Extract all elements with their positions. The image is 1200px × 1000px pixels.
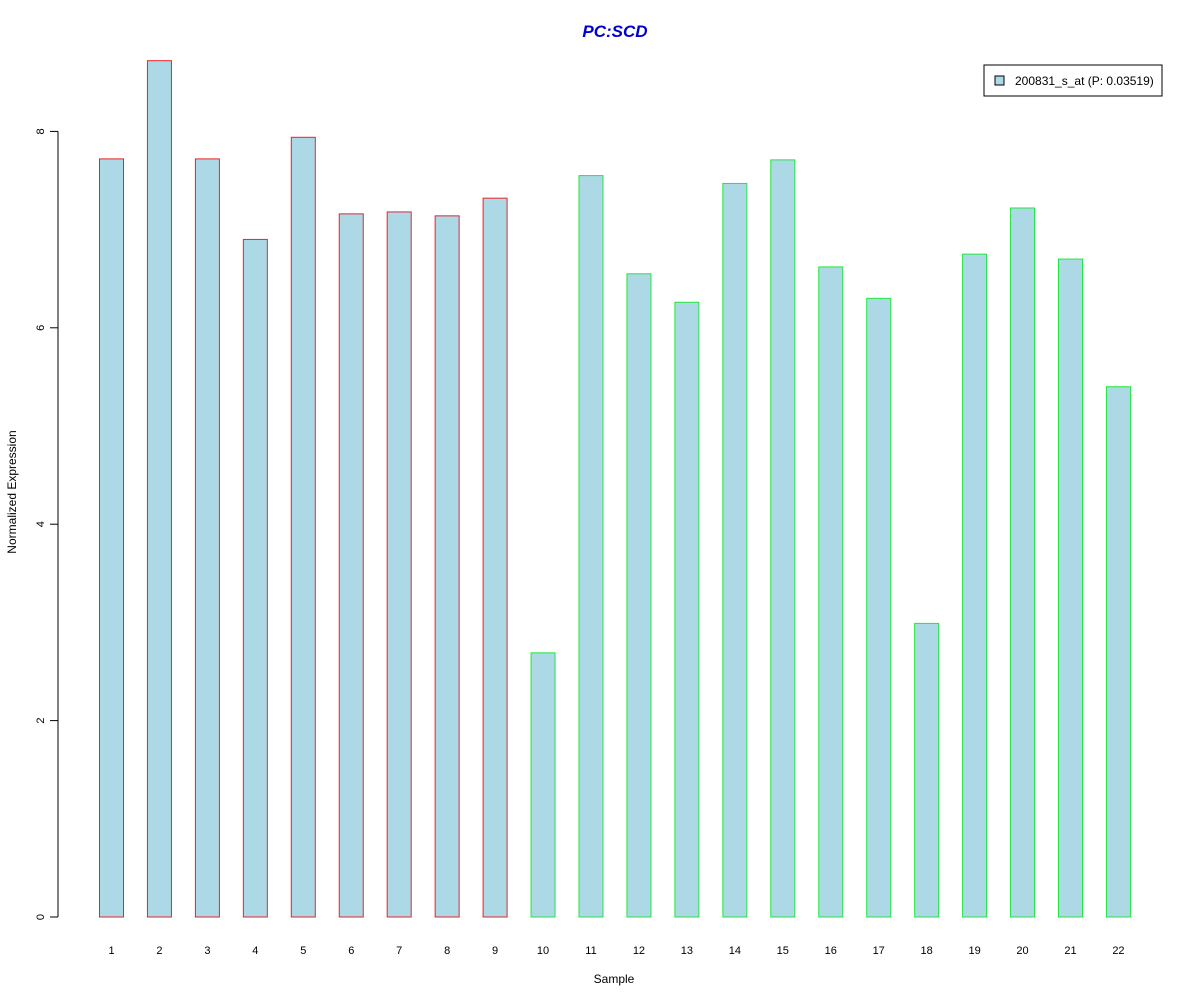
- x-tick-label: 10: [537, 945, 549, 957]
- y-tick-label: 0: [35, 914, 47, 920]
- x-tick-label: 20: [1016, 945, 1028, 957]
- bar-sample-3: [194, 158, 220, 918]
- bar-sample-13: [674, 301, 700, 918]
- x-axis-ticks: 1 2 3 4 5 6 7 8 9 10 11 12 13 14 15 16 17 18 19 20 21 22: [108, 945, 1124, 957]
- legend: 200831_s_at (P: 0.03519): [983, 64, 1163, 97]
- x-tick-label: 3: [204, 945, 210, 957]
- x-tick-label: 8: [444, 945, 450, 957]
- x-tick-label: 18: [921, 945, 933, 957]
- bar-sample-20: [1010, 207, 1036, 918]
- bar-sample-4: [242, 238, 268, 918]
- bars: [99, 60, 1131, 918]
- x-tick-label: 16: [825, 945, 837, 957]
- bar-sample-2: [146, 60, 172, 918]
- y-tick-label: 2: [35, 718, 47, 724]
- x-tick-label: 12: [633, 945, 645, 957]
- x-tick-label: 15: [777, 945, 789, 957]
- x-tick-label: 2: [156, 945, 162, 957]
- bar-sample-18: [914, 622, 940, 918]
- bar-sample-15: [770, 159, 796, 918]
- bar-sample-7: [386, 211, 412, 918]
- bar-sample-16: [818, 266, 844, 918]
- bar-sample-22: [1105, 386, 1131, 918]
- bar-sample-1: [99, 158, 124, 918]
- bar-sample-19: [962, 253, 988, 918]
- bar-sample-21: [1058, 258, 1083, 918]
- y-axis: 0 2 4 6 8: [35, 128, 59, 920]
- bar-sample-17: [866, 297, 892, 918]
- y-tick-label: 6: [35, 325, 47, 331]
- chart-title: PC:SCD: [582, 22, 647, 41]
- bar-sample-9: [482, 197, 508, 918]
- legend-swatch: [994, 75, 1005, 86]
- bar-sample-6: [338, 213, 364, 918]
- bar-sample-5: [290, 136, 316, 918]
- x-tick-label: 19: [968, 945, 980, 957]
- x-tick-label: 9: [492, 945, 498, 957]
- x-tick-label: 17: [873, 945, 885, 957]
- legend-box: [983, 64, 1163, 97]
- bar-sample-12: [626, 273, 652, 918]
- x-tick-label: 22: [1112, 945, 1124, 957]
- bar-sample-8: [434, 215, 460, 918]
- legend-entry: 200831_s_at (P: 0.03519): [1015, 74, 1154, 88]
- x-tick-label: 7: [396, 945, 402, 957]
- x-tick-label: 11: [585, 945, 596, 957]
- x-tick-label: 21: [1064, 945, 1076, 957]
- bar-sample-10: [530, 652, 556, 918]
- y-tick-label: 8: [35, 128, 47, 134]
- y-tick-label: 4: [35, 521, 47, 527]
- x-tick-label: 14: [729, 945, 741, 957]
- x-tick-label: 5: [300, 945, 306, 957]
- x-tick-label: 13: [681, 945, 693, 957]
- y-axis-label: Normalized Expression: [5, 430, 19, 553]
- x-tick-label: 6: [348, 945, 354, 957]
- bar-sample-14: [722, 182, 748, 918]
- x-axis-label: Sample: [594, 972, 635, 986]
- bar-sample-11: [578, 175, 604, 918]
- x-tick-label: 1: [108, 945, 114, 957]
- x-tick-label: 4: [252, 945, 258, 957]
